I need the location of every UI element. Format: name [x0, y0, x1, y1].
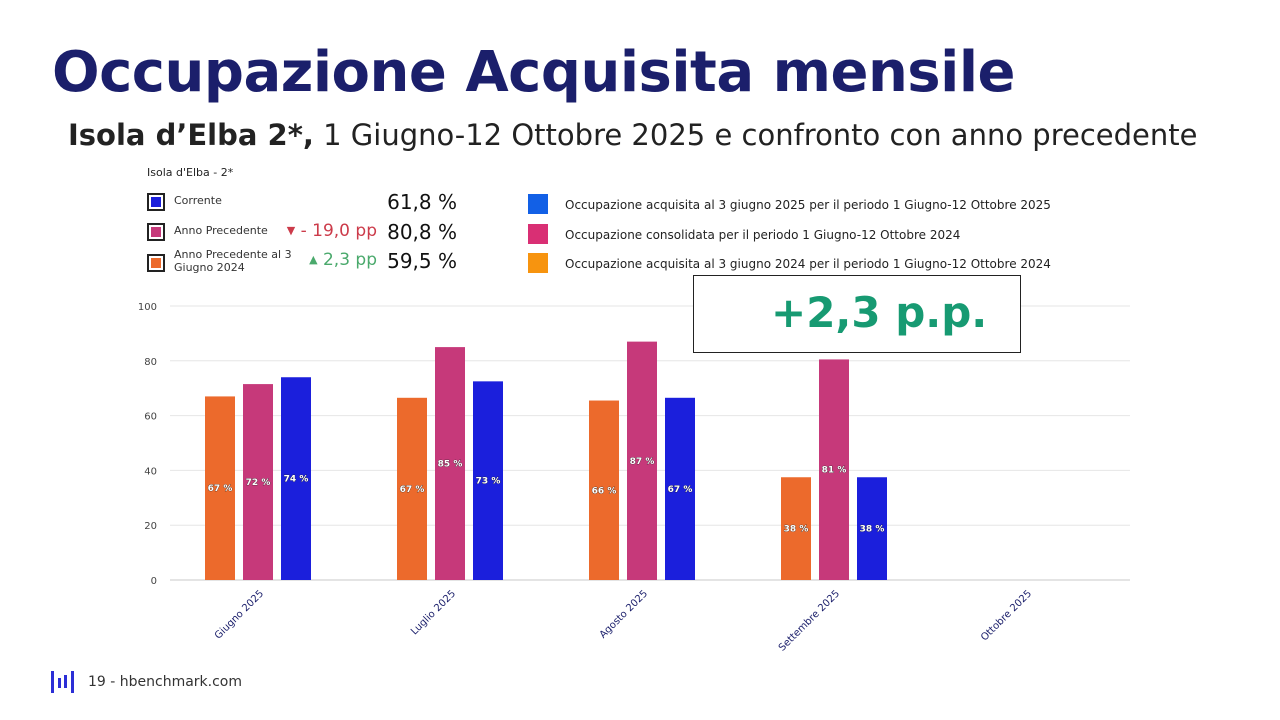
legend-label-2024-acquired: Occupazione acquisita al 3 giugno 2024 p… — [565, 257, 1051, 271]
legend-item-2024-acquired: Occupazione acquisita al 3 giugno 2024 p… — [528, 253, 1051, 273]
delta-callout: +2,3 p.p. — [693, 275, 1021, 353]
bar — [627, 341, 657, 580]
bar — [243, 384, 273, 580]
y-tick-label: 80 — [144, 357, 157, 368]
y-axis-ticks: 0 20 40 60 80 100 — [138, 302, 157, 587]
hbenchmark-logo-icon — [51, 671, 74, 693]
kpi-row-current: Corrente 61,8 % — [147, 190, 477, 215]
kpi-value-previous: 80,8 % — [387, 220, 457, 244]
legend-swatch-2024-consolidated — [528, 224, 548, 244]
bar-value-label: 85 % — [438, 460, 463, 470]
kpi-panel: Isola d'Elba - 2* Corrente 61,8 % Anno P… — [147, 166, 477, 281]
kpi-delta-previous: ▼ - 19,0 pp — [287, 221, 377, 241]
triangle-down-icon: ▼ — [286, 224, 296, 237]
kpi-swatch-current — [147, 193, 165, 211]
legend-swatch-2024-acquired — [528, 253, 548, 273]
kpi-swatch-previous-3june — [147, 254, 165, 272]
page-title: Occupazione Acquisita mensile — [52, 40, 1016, 105]
x-axis-ticks: Giugno 2025 Luglio 2025 Agosto 2025 Settemb… — [213, 588, 1034, 653]
y-tick-label: 0 — [151, 576, 157, 587]
bar — [281, 377, 311, 580]
kpi-label-current: Corrente — [174, 194, 222, 207]
kpi-label-previous: Anno Precedente — [174, 224, 268, 237]
bar-value-label: 66 % — [592, 486, 617, 496]
x-tick-label: Agosto 2025 — [598, 588, 650, 640]
kpi-delta-previous-3june: ▲ 2,3 pp — [309, 250, 377, 270]
kpi-value-previous-3june: 59,5 % — [387, 249, 457, 273]
triangle-up-icon: ▲ — [309, 253, 318, 266]
kpi-row-previous: Anno Precedente ▼ - 19,0 pp 80,8 % — [147, 220, 477, 245]
bar-value-label: 38 % — [860, 525, 885, 535]
bar — [857, 477, 887, 580]
bar — [473, 381, 503, 580]
bar-value-label: 67 % — [208, 484, 233, 494]
bar-value-label: 67 % — [400, 485, 425, 495]
y-tick-label: 100 — [138, 302, 157, 313]
bar-value-label: 73 % — [476, 477, 501, 487]
kpi-heading: Isola d'Elba - 2* — [147, 166, 234, 179]
bar — [589, 400, 619, 580]
chart-bars — [205, 341, 887, 580]
bar-value-label: 74 % — [284, 475, 309, 485]
bar — [665, 397, 695, 580]
chart-bar-labels: 67 % 72 % 74 % 67 % 85 % 73 % 66 % 87 % 67 % 38 %… — [207, 457, 885, 535]
y-tick-label: 40 — [144, 466, 157, 477]
x-tick-label: Luglio 2025 — [409, 588, 458, 637]
bar — [819, 359, 849, 580]
y-tick-label: 60 — [144, 412, 157, 423]
legend-label-2024-consolidated: Occupazione consolidata per il periodo 1… — [565, 228, 961, 242]
bar-value-label: 38 % — [784, 525, 809, 535]
kpi-label-previous-3june: Anno Precedente al 3 Giugno 2024 — [174, 248, 292, 274]
x-tick-label: Settembre 2025 — [777, 588, 842, 653]
kpi-delta-previous-3june-text: 2,3 pp — [322, 250, 377, 270]
kpi-swatch-previous — [147, 223, 165, 241]
subtitle-location: Isola d’Elba 2*, — [68, 118, 314, 152]
footer-text: 19 - hbenchmark.com — [88, 674, 243, 690]
bar-value-label: 72 % — [246, 478, 271, 488]
bar — [205, 396, 235, 580]
bar — [435, 347, 465, 580]
bar-value-label: 67 % — [668, 485, 693, 495]
bar-value-label: 87 % — [630, 457, 655, 467]
legend-item-2024-consolidated: Occupazione consolidata per il periodo 1… — [528, 224, 1048, 244]
kpi-value-current: 61,8 % — [387, 190, 457, 214]
subtitle-period: 1 Giugno-12 Ottobre 2025 e confronto con… — [313, 118, 1198, 152]
legend-item-2025: Occupazione acquisita al 3 giugno 2025 p… — [528, 194, 1051, 214]
bar — [781, 477, 811, 580]
y-tick-label: 20 — [144, 521, 157, 532]
bar — [397, 397, 427, 580]
x-tick-label: Giugno 2025 — [213, 588, 266, 641]
callout-text: +2,3 p.p. — [771, 288, 988, 337]
kpi-delta-previous-text: - 19,0 pp — [300, 221, 377, 241]
bar-value-label: 81 % — [822, 466, 847, 476]
page-subtitle: Isola d’Elba 2*, 1 Giugno-12 Ottobre 202… — [68, 118, 1197, 152]
legend-label-2025: Occupazione acquisita al 3 giugno 2025 p… — [565, 198, 1051, 212]
kpi-row-previous-3june: Anno Precedente al 3 Giugno 2024 ▲ 2,3 p… — [147, 248, 477, 274]
legend-swatch-2025 — [528, 194, 548, 214]
x-tick-label: Ottobre 2025 — [979, 588, 1034, 643]
